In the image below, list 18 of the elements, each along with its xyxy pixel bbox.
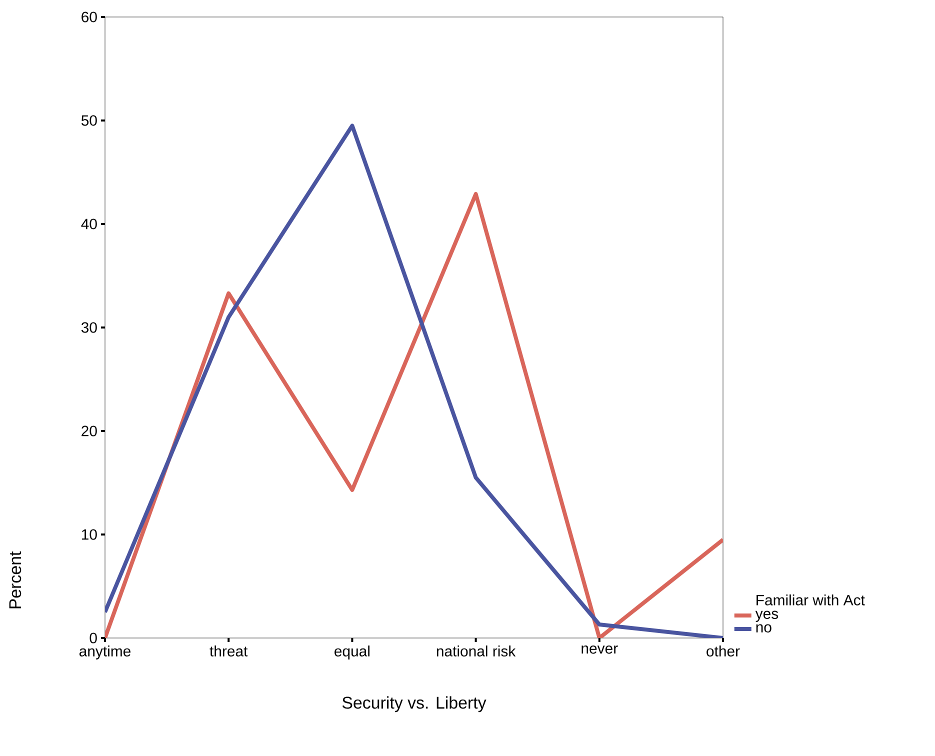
y-tick-label: 50: [81, 115, 97, 126]
y-tick-label: 10: [82, 529, 97, 540]
x-tick-label: never: [582, 646, 618, 654]
y-tick-label: 20: [82, 426, 97, 436]
y-axis-title: Percent: [9, 551, 22, 608]
legend-title: Familiar with Act: [756, 594, 865, 606]
x-tick-label: anytime: [79, 646, 130, 660]
x-tick-label: other: [706, 646, 740, 656]
x-tick-label: equal: [334, 646, 370, 660]
x-axis-title: Security vs. Liberty: [342, 696, 486, 712]
y-tick-label: 0: [90, 632, 97, 644]
legend-label: no: [756, 624, 772, 632]
y-tick-label: 40: [81, 218, 97, 230]
legend-label: yes: [755, 610, 778, 622]
x-tick-label: threat: [210, 646, 248, 656]
y-tick-label: 60: [82, 12, 97, 22]
y-tick-label: 30: [81, 322, 97, 333]
x-tick-label: national risk: [436, 646, 516, 656]
